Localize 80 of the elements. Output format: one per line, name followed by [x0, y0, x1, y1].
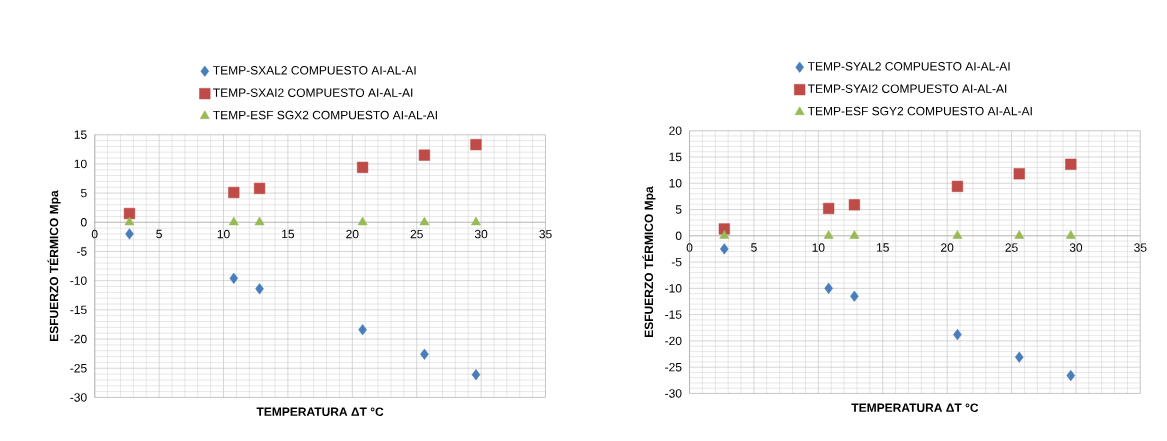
y-tick-label: -15	[665, 310, 682, 319]
point	[824, 282, 833, 294]
y-tick-label: 10	[669, 178, 682, 188]
y-tick-label: 5	[80, 188, 87, 198]
y-tick-label: -20	[665, 336, 682, 345]
y-tick-label: -25	[665, 362, 682, 372]
x-tick-label: 10	[217, 229, 230, 239]
y-tick-label: -25	[70, 363, 87, 373]
point	[1065, 229, 1076, 239]
point	[470, 138, 482, 151]
point	[357, 161, 369, 173]
legend-label: TEMP-SXAI2 COMPUESTO AI-AL-AI	[213, 88, 413, 97]
point	[419, 216, 430, 225]
y-tick-label: -15	[70, 305, 87, 314]
point	[1065, 158, 1077, 170]
x-tick-label: 20	[941, 243, 954, 252]
x-tick-label: 15	[876, 243, 889, 252]
point	[471, 368, 481, 381]
y-tick-label: -5	[77, 247, 87, 256]
point	[1066, 369, 1076, 381]
point	[823, 229, 834, 239]
point	[125, 228, 134, 240]
point	[471, 216, 481, 225]
legend-label: TEMP-SYAI2 COMPUESTO AI-AL-AI	[807, 84, 1007, 93]
x-tick-label: 35	[1134, 243, 1147, 252]
y-tick-label: -20	[70, 334, 87, 344]
y-tick-label: 15	[74, 130, 87, 139]
point	[255, 283, 264, 295]
x-tick-label: 0	[686, 243, 693, 252]
y-tick-label: 15	[669, 152, 682, 161]
x-tick-label: 10	[812, 243, 825, 252]
point	[254, 216, 265, 225]
y-axis-title: ESFUERZO TÉRMICO Mpa	[642, 186, 656, 337]
point	[1014, 351, 1024, 363]
x-tick-label: 25	[410, 229, 423, 239]
legend-label: TEMP-SXAL2 COMPUESTO AI-AL-AI	[213, 65, 416, 75]
x-tick-label: 35	[539, 229, 552, 239]
point	[720, 243, 729, 255]
point	[253, 182, 266, 194]
point	[850, 290, 859, 302]
point	[420, 348, 429, 360]
legend-label: TEMP-SYAL2 COMPUESTO AI-AL-AI	[807, 61, 1010, 71]
y-tick-label: 5	[675, 205, 682, 214]
x-axis-title: TEMPERATURA ΔT °C	[256, 407, 384, 416]
x-tick-label: 5	[751, 243, 757, 252]
point	[719, 229, 730, 239]
x-tick-label: 15	[282, 229, 295, 238]
point	[953, 328, 962, 340]
point	[951, 180, 964, 192]
point	[357, 216, 368, 225]
y-tick-label: -30	[70, 392, 87, 402]
point	[1013, 167, 1025, 180]
y-tick-label: 10	[74, 159, 87, 168]
point	[849, 229, 860, 239]
y-tick-label: -10	[70, 276, 87, 285]
point	[228, 216, 239, 225]
point	[124, 216, 135, 225]
point	[229, 272, 239, 284]
x-tick-label: 0	[91, 229, 98, 239]
y-tick-label: 0	[80, 217, 87, 227]
legend-label: TEMP-ESF SGX2 COMPUESTO AI-AL-AI	[213, 110, 437, 120]
x-tick-label: 20	[346, 229, 359, 239]
point	[848, 198, 861, 211]
x-tick-label: 5	[156, 229, 162, 238]
point	[418, 149, 431, 161]
point	[123, 207, 136, 219]
y-tick-label: -30	[665, 388, 682, 398]
point	[952, 229, 963, 239]
x-tick-label: 30	[474, 229, 488, 239]
point	[228, 186, 240, 198]
point	[1014, 229, 1025, 239]
y-tick-label: -5	[671, 257, 682, 267]
point	[823, 202, 835, 214]
legend-label: TEMP-ESF SGY2 COMPUESTO AI-AL-AI	[807, 106, 1032, 116]
x-axis-title: TEMPERATURA ΔT °C	[851, 403, 979, 412]
y-axis-title: ESFUERZO TÉRMICO Mpa	[47, 190, 61, 341]
y-tick-label: 20	[669, 126, 682, 135]
y-tick-label: -10	[665, 283, 682, 293]
x-tick-label: 25	[1005, 243, 1018, 252]
x-tick-label: 30	[1069, 243, 1083, 252]
